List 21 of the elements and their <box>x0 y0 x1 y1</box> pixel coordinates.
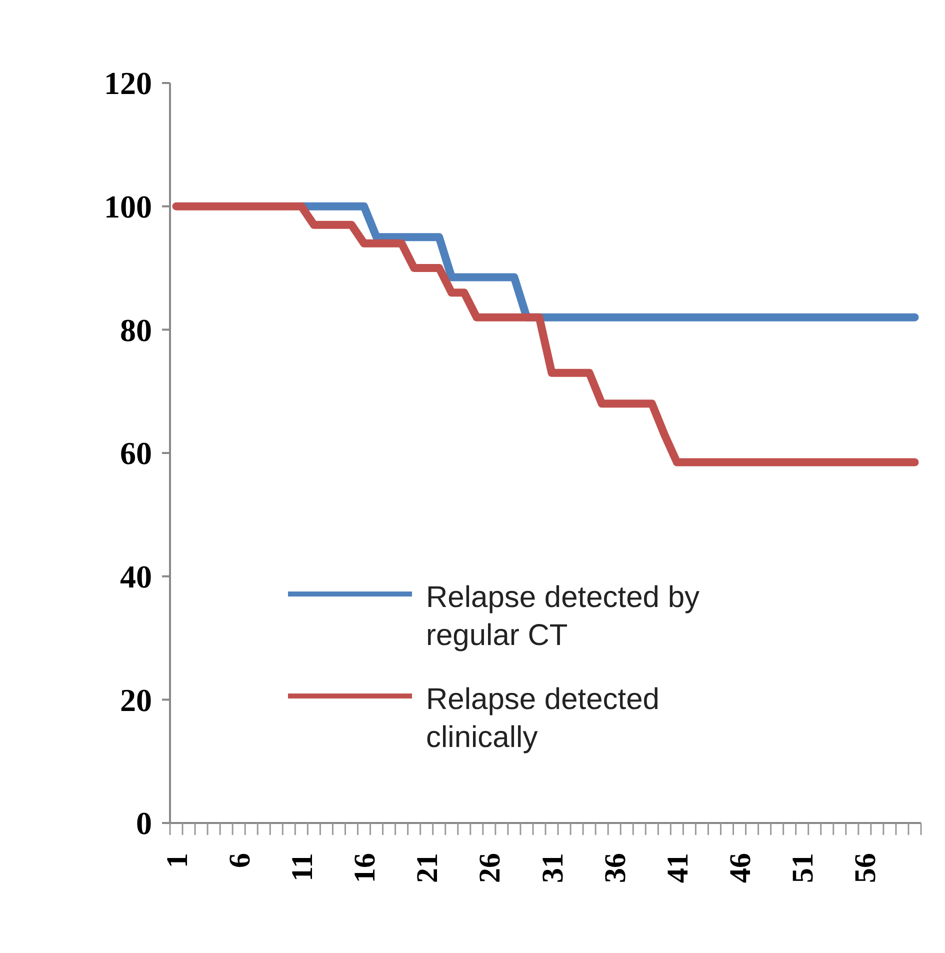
x-tick-label: 41 <box>661 853 694 883</box>
x-tick-label: 46 <box>724 853 758 883</box>
y-tick-label: 40 <box>120 558 152 595</box>
x-tick-label: 11 <box>286 853 319 882</box>
x-tick-label: 6 <box>223 853 256 868</box>
y-tick-label: 120 <box>104 65 152 102</box>
y-tick-label: 60 <box>120 435 152 472</box>
x-tick-label: 51 <box>786 853 820 883</box>
y-tick-label: 0 <box>136 805 152 842</box>
y-tick-label: 100 <box>104 188 152 225</box>
x-tick-label: 21 <box>411 853 444 883</box>
x-tick-label: 31 <box>536 853 570 883</box>
y-tick-label: 20 <box>120 682 152 718</box>
legend-label: Relapse detected clinically <box>426 683 660 754</box>
x-tick-label: 26 <box>474 853 507 883</box>
x-tick-label: 1 <box>160 853 194 868</box>
y-tick-label: 80 <box>120 312 152 348</box>
x-tick-label: 56 <box>849 853 882 883</box>
x-tick-label: 16 <box>348 853 382 883</box>
x-tick-label: 36 <box>598 853 632 883</box>
legend-label: Relapse detected by regular CT <box>426 581 700 652</box>
